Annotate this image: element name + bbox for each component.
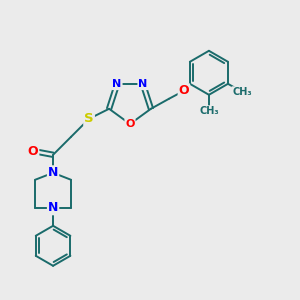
Text: N: N [48, 166, 58, 179]
Text: N: N [48, 201, 58, 214]
Text: O: O [125, 119, 135, 129]
Text: S: S [84, 112, 94, 125]
Text: O: O [28, 145, 38, 158]
Text: CH₃: CH₃ [199, 106, 219, 116]
Text: N: N [112, 79, 122, 89]
Text: N: N [138, 79, 148, 89]
Text: O: O [178, 84, 189, 97]
Text: CH₃: CH₃ [232, 87, 252, 97]
